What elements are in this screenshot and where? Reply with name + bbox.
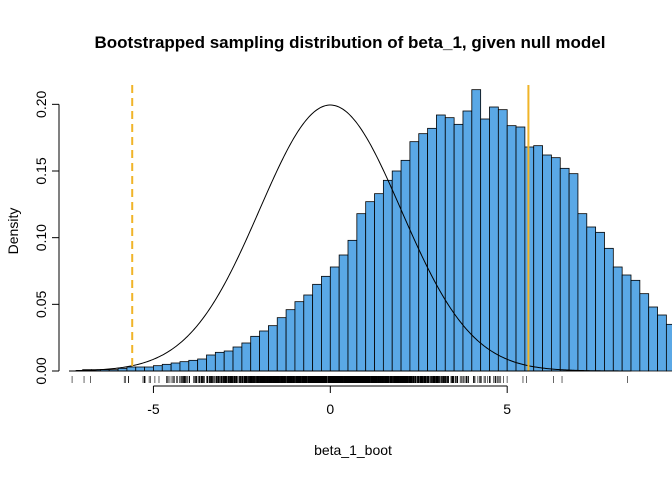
y-tick-label: 0.15 — [33, 157, 49, 184]
y-tick-label: 0.20 — [33, 90, 49, 117]
histogram-bar — [179, 361, 190, 372]
histogram-bar — [347, 239, 358, 372]
histogram-bar — [444, 117, 455, 372]
histogram-bar — [577, 213, 588, 372]
y-axis-label: Density — [5, 208, 21, 255]
density-curve — [75, 104, 628, 372]
histogram-bar — [365, 201, 375, 372]
histogram-bar — [285, 309, 296, 372]
histogram-bar — [551, 157, 561, 372]
histogram-bar — [321, 275, 331, 372]
histogram-bar — [657, 314, 667, 372]
reference-lines — [131, 85, 530, 371]
histogram-bar — [515, 126, 526, 372]
histogram-bar — [382, 179, 393, 372]
histogram-bar — [197, 358, 207, 372]
histogram-bar — [356, 213, 367, 372]
histogram-bar — [188, 359, 199, 372]
histogram-bar — [232, 346, 243, 372]
histogram-bar — [214, 351, 225, 372]
plot-area — [69, 85, 672, 383]
x-ticks: -5 0 5 — [147, 386, 511, 417]
histogram-bar — [268, 325, 278, 372]
histogram-bars — [82, 89, 672, 372]
histogram-bar — [206, 354, 216, 372]
x-axis-label: beta_1_boot — [314, 442, 392, 458]
histogram-bar — [436, 114, 446, 372]
histogram-bar — [303, 294, 314, 372]
x-axis: -5 0 5 — [147, 385, 511, 417]
histogram-bar — [506, 125, 517, 372]
x-tick-label: 0 — [326, 401, 334, 417]
histogram-bar — [471, 89, 482, 372]
histogram-bar — [153, 365, 163, 372]
histogram-bar — [223, 350, 234, 372]
histogram-bar — [241, 342, 252, 372]
histogram-bar — [612, 266, 623, 372]
histogram-bar — [595, 231, 605, 372]
histogram-bar — [276, 317, 287, 372]
histogram-bar — [533, 145, 543, 372]
histogram-bar — [630, 279, 641, 372]
histogram-bar — [126, 366, 137, 372]
histogram-bar — [542, 154, 552, 372]
histogram-bar — [480, 118, 490, 372]
y-tick-label: 0.00 — [33, 357, 49, 384]
histogram-bar — [409, 141, 420, 372]
histogram-bar — [170, 362, 181, 372]
histogram-bar — [604, 247, 614, 372]
y-ticks: 0.00 0.05 0.10 0.15 0.20 — [33, 90, 59, 385]
y-tick-label: 0.05 — [33, 290, 49, 317]
histogram-bar — [497, 109, 508, 372]
chart-title: Bootstrapped sampling distribution of be… — [95, 33, 606, 52]
histogram-bar — [312, 283, 322, 372]
y-tick-label: 0.10 — [33, 224, 49, 251]
histogram-bar — [329, 266, 340, 372]
histogram-bar — [374, 193, 384, 372]
y-axis: 0.00 0.05 0.10 0.15 0.20 — [33, 90, 60, 385]
histogram-bar — [453, 123, 464, 372]
histogram-bar — [586, 226, 597, 372]
rug-marks — [71, 376, 628, 383]
histogram-bar — [250, 335, 260, 372]
histogram-bar — [462, 110, 473, 372]
histogram-bar — [621, 274, 632, 372]
histogram-bar — [427, 127, 437, 372]
histogram-bar — [400, 159, 411, 372]
x-tick-label: -5 — [147, 401, 160, 417]
histogram-bar — [648, 306, 658, 372]
histogram-bar — [144, 366, 154, 372]
histogram-bar — [568, 173, 579, 372]
histogram-bar — [391, 170, 402, 372]
histogram-bar — [161, 363, 172, 372]
histogram-bar — [135, 366, 145, 372]
histogram-bar — [294, 301, 305, 372]
histogram-bar — [489, 106, 499, 372]
histogram-bar — [559, 167, 570, 372]
histogram-bar — [665, 323, 672, 372]
histogram-bar — [338, 254, 349, 372]
x-tick-label: 5 — [503, 401, 511, 417]
histogram-bar — [639, 293, 650, 372]
histogram-bar — [259, 330, 269, 372]
